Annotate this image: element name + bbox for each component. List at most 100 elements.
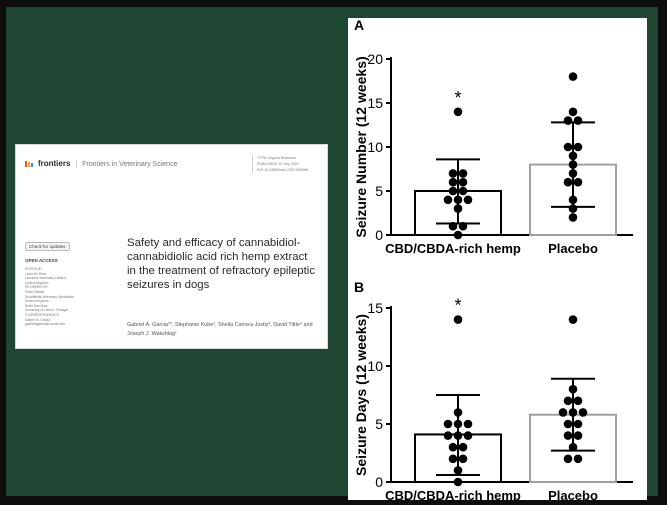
data-point	[568, 384, 578, 394]
editor-info-line: Southfields Veterinary Specialists,	[25, 294, 75, 299]
data-point	[568, 442, 578, 452]
check-for-updates-label: Check for updates	[29, 244, 66, 249]
data-point	[448, 177, 458, 187]
data-point	[573, 177, 583, 187]
data-point	[443, 431, 453, 440]
data-point	[443, 195, 453, 205]
data-point	[568, 169, 578, 178]
data-point	[573, 142, 583, 152]
data-point	[453, 408, 463, 417]
data-point	[573, 454, 583, 464]
data-point	[568, 315, 578, 324]
y-tick-label: 10	[367, 139, 383, 155]
data-point	[458, 454, 468, 464]
data-point	[448, 221, 458, 231]
data-point	[448, 169, 458, 178]
data-point	[448, 442, 458, 452]
data-point	[573, 396, 583, 406]
y-tick-label: 5	[375, 416, 383, 432]
editor-info-line: REVIEWED BY	[25, 285, 48, 290]
data-point	[558, 408, 568, 417]
editor-info-line: Linnaeus Veterinary Limited,	[25, 276, 67, 281]
data-point	[568, 160, 578, 169]
frontiers-logo-icon	[25, 161, 33, 168]
editor-info-line: EDITED BY	[25, 267, 43, 271]
data-point	[578, 408, 588, 417]
article-meta: TYPE Original Research PUBLISHED 29 July…	[252, 155, 308, 173]
y-tick-label: 5	[375, 183, 383, 199]
data-point	[453, 466, 463, 475]
data-point	[458, 177, 468, 187]
data-point	[453, 419, 463, 429]
x-tick-label: CBD/CBDA-rich hemp	[385, 241, 521, 256]
paper-title: Safety and efficacy of cannabidiol-canna…	[127, 237, 316, 291]
significance-marker: *	[454, 296, 461, 316]
y-tick-label: 10	[367, 358, 383, 374]
y-tick-label: 0	[375, 227, 383, 243]
meta-published: PUBLISHED 29 July 2022	[257, 162, 299, 166]
data-point	[453, 230, 463, 240]
data-point	[563, 454, 573, 464]
data-point	[453, 477, 463, 487]
editor-info-line: Lucia De Risio,	[25, 271, 48, 276]
header-divider: |	[75, 161, 78, 168]
data-point	[458, 169, 468, 178]
data-point	[463, 195, 473, 205]
data-point	[463, 419, 473, 429]
data-point	[563, 116, 573, 125]
data-point	[563, 419, 573, 429]
data-point	[563, 396, 573, 406]
editor-info-line: Fabio Stabile,	[25, 289, 46, 294]
data-point	[568, 408, 578, 417]
editor-info-line: Berta Sao Braz,	[25, 303, 49, 308]
editor-info-line: United Kingdom	[25, 280, 49, 285]
data-point	[453, 315, 463, 324]
data-point	[568, 213, 578, 222]
slide-background: frontiers | Frontiers in Veterinary Scie…	[6, 7, 658, 503]
data-point	[568, 195, 578, 205]
editor-info-line: Gabriel A. Garcia	[25, 317, 51, 322]
data-point	[573, 431, 583, 440]
data-point	[458, 221, 468, 231]
x-tick-label: CBD/CBDA-rich hemp	[385, 488, 521, 500]
data-point	[568, 107, 578, 117]
editor-info-line: gabrielagarcia@cornell.edu	[25, 322, 66, 327]
author-list: Gabriel A. Garcia¹*, Stephanie Kube², Sh…	[127, 322, 313, 337]
journal-name: Frontiers in Veterinary Science	[82, 161, 178, 168]
data-point	[453, 195, 463, 205]
data-point	[458, 442, 468, 452]
panel-label: A	[354, 18, 364, 33]
editor-info-line: University of Lisbon, Portugal	[25, 308, 68, 313]
data-point	[453, 107, 463, 117]
data-point	[453, 431, 463, 440]
brand-name: frontiers	[37, 159, 71, 168]
y-tick-label: 20	[367, 51, 383, 67]
data-point	[453, 204, 463, 213]
editor-info-line: *CORRESPONDENCE	[25, 312, 60, 317]
check-for-updates-button[interactable]: Check for updates	[25, 242, 70, 251]
x-tick-label: Placebo	[548, 241, 598, 256]
y-axis-title: Seizure Number (12 weeks)	[353, 56, 369, 237]
y-tick-label: 0	[375, 474, 383, 490]
data-point	[443, 419, 453, 429]
y-axis-title: Seizure Days (12 weeks)	[353, 314, 369, 476]
chart-panel: A 0 5 10 15 20 Seizure Number (12 weeks) * CBD/C…	[348, 17, 647, 503]
x-tick-label: Placebo	[548, 488, 598, 500]
data-point	[448, 186, 458, 196]
meta-doi: DOI 10.3389/fvets.2022.939966	[257, 168, 308, 172]
data-point	[568, 204, 578, 213]
data-point	[573, 116, 583, 125]
y-tick-label: 15	[367, 95, 383, 111]
data-point	[563, 142, 573, 152]
data-point	[463, 431, 473, 440]
editor-info-line: United Kingdom	[25, 299, 49, 304]
significance-marker: *	[454, 88, 461, 108]
data-point	[568, 151, 578, 161]
paper-front-page: frontiers | Frontiers in Veterinary Scie…	[15, 144, 328, 349]
journal-header: frontiers | Frontiers in Veterinary Scie…	[25, 159, 177, 168]
data-point	[568, 72, 578, 81]
data-point	[458, 186, 468, 196]
editor-info: EDITED BY Lucia De Risio, Linnaeus Veterin…	[25, 267, 120, 327]
meta-type: TYPE Original Research	[257, 156, 297, 160]
